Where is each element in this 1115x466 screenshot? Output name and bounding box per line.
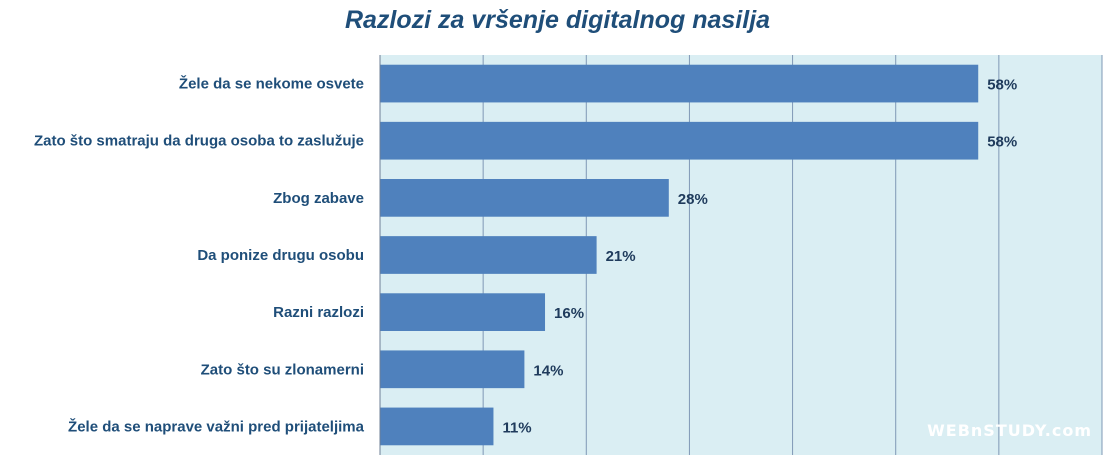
category-label: Da ponize drugu osobu bbox=[197, 247, 364, 264]
chart-title: Razlozi za vršenje digitalnog nasilja bbox=[344, 6, 771, 34]
bar bbox=[380, 407, 494, 446]
value-label: 58% bbox=[987, 134, 1017, 151]
gridlines bbox=[482, 55, 1103, 455]
bar bbox=[380, 236, 597, 274]
value-labels: 58% 58% 28% 21% 16% 14% 11% bbox=[502, 77, 1017, 437]
category-label: Žele da se nekome osvete bbox=[179, 75, 364, 93]
watermark: WEBnSTUDY.com bbox=[927, 421, 1092, 440]
category-label: Zbog zabave bbox=[273, 190, 364, 207]
value-label: 21% bbox=[606, 248, 636, 265]
value-label: 28% bbox=[678, 191, 708, 208]
bar bbox=[380, 64, 979, 103]
value-label: 16% bbox=[554, 305, 584, 322]
value-label: 58% bbox=[987, 77, 1017, 94]
category-label: Razni razlozi bbox=[273, 304, 364, 321]
bar bbox=[380, 179, 669, 217]
value-label: 14% bbox=[533, 362, 563, 379]
bars bbox=[380, 64, 979, 446]
value-label: 11% bbox=[502, 419, 531, 436]
category-label: Zato što smatraju da druga osoba to zasl… bbox=[34, 133, 364, 150]
category-label: Zato što su zlonamerni bbox=[201, 361, 364, 378]
bar bbox=[380, 121, 979, 160]
bar bbox=[380, 293, 546, 331]
category-label: Žele da se naprave važni pred prijatelji… bbox=[68, 417, 365, 435]
category-labels: Žele da se nekome osvete Zato što smatraj… bbox=[34, 75, 365, 436]
bar bbox=[380, 350, 525, 389]
